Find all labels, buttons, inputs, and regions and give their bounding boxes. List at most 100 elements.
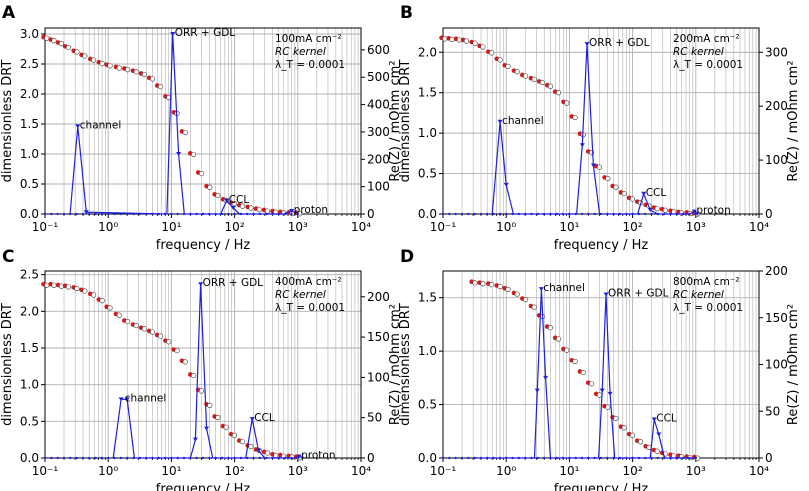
re-z-fit-point <box>82 53 88 59</box>
drt-baseline-point <box>107 212 110 216</box>
drt-point <box>590 163 596 168</box>
drt-baseline-point <box>233 456 236 460</box>
drt-baseline-point <box>208 212 211 216</box>
y-left-axis-label: dimensionless DRT <box>398 60 413 183</box>
x-tick-label: 10² <box>623 220 643 234</box>
re-z-fit-point <box>74 285 80 292</box>
drt-baseline-point <box>688 456 691 460</box>
drt-baseline-point <box>220 456 224 460</box>
re-z-fit-point <box>505 286 511 292</box>
drt-point <box>83 210 89 215</box>
peak-annotation: ORR + GDL <box>608 288 669 300</box>
drt-baseline-point <box>138 212 141 216</box>
drt-baseline-point <box>163 212 167 216</box>
drt-baseline-point <box>587 456 590 460</box>
drt-baseline-point <box>138 456 141 460</box>
y-left-tick-label: 1.0 <box>418 126 437 140</box>
y-right-tick-label: 0 <box>765 207 773 221</box>
x-tick-label: 10⁰ <box>98 220 118 234</box>
drt-point <box>651 417 657 422</box>
drt-baseline-point <box>479 212 483 216</box>
y-left-tick-label: 1.0 <box>418 344 437 358</box>
y-left-tick-label: 0.5 <box>418 167 437 181</box>
drt-baseline-point <box>144 456 148 460</box>
drt-baseline-point <box>296 456 299 460</box>
drt-baseline-point <box>523 212 527 216</box>
re-z-fit-point <box>531 76 537 82</box>
lambda-label: λ_T = 0.0001 <box>673 302 743 314</box>
y-right-axis-label: Re(Z) / mOhm cm² <box>388 60 403 181</box>
re-z-fit-point <box>531 304 537 310</box>
re-z-fit-point <box>613 415 619 421</box>
drt-baseline-point <box>290 212 293 216</box>
drt-baseline-point <box>663 212 666 216</box>
drt-baseline-point <box>246 456 249 460</box>
drt-baseline-point <box>517 212 521 216</box>
re-z-fit-point <box>182 129 188 136</box>
re-z-fit-point <box>231 201 238 207</box>
re-z-fit-point <box>133 323 139 329</box>
y-right-tick-label: 200 <box>367 152 390 166</box>
y-left-tick-label: 0.0 <box>20 207 39 221</box>
re-z-fit-point <box>264 208 271 214</box>
drt-point <box>607 391 613 396</box>
drt-baseline-point <box>523 456 527 460</box>
drt-point <box>230 206 236 210</box>
re-z-fit-point <box>564 100 570 106</box>
re-z-fit-point <box>523 73 529 79</box>
peak-annotation: CCL <box>656 413 677 425</box>
re-z-fit-point <box>174 347 180 354</box>
drt-point <box>249 417 255 422</box>
drt-baseline-point <box>176 456 179 460</box>
drt-baseline-point <box>239 212 243 216</box>
drt-point <box>75 124 81 129</box>
y-left-axis-label: dimensionless DRT <box>0 60 15 183</box>
re-z-fit-point <box>116 312 122 318</box>
y-left-tick-label: 0.0 <box>20 451 39 465</box>
drt-baseline-point <box>511 212 514 216</box>
drt-baseline-point <box>568 456 571 460</box>
drt-baseline-point <box>681 212 685 216</box>
re-z-fit-point <box>51 282 57 288</box>
drt-point <box>543 375 549 380</box>
drt-baseline-point <box>675 212 679 216</box>
drt-baseline-point <box>536 212 539 216</box>
re-z-fit-point <box>613 184 619 190</box>
y-left-tick-label: 2.5 <box>20 268 39 282</box>
re-z-fit-point <box>248 443 254 450</box>
drt-baseline-point <box>536 456 539 460</box>
kernel-label: RC kernel <box>673 289 724 301</box>
drt-point <box>497 119 503 124</box>
re-z-fit-point <box>264 450 271 456</box>
drt-point <box>204 426 210 431</box>
re-z-fit-point <box>44 35 50 41</box>
drt-baseline-point <box>214 212 217 216</box>
drt-baseline-point <box>283 212 287 216</box>
drt-baseline-point <box>549 212 552 216</box>
drt-baseline-point <box>599 456 603 460</box>
drt-baseline-point <box>69 456 72 460</box>
drt-baseline-point <box>170 212 173 216</box>
lambda-label: λ_T = 0.0001 <box>275 59 345 71</box>
drt-baseline-point <box>182 212 186 216</box>
drt-baseline-point <box>460 212 464 216</box>
re-z-fit-point <box>662 207 669 213</box>
drt-point <box>296 454 302 459</box>
re-z-fit-point <box>125 67 131 73</box>
panel-b: 10⁻¹ 10⁰ 10¹ 10² 10³ 10⁴ 0.0 0.5 1.0 1.5 2.0 0 100 20… <box>398 3 801 253</box>
y-left-tick-label: 2.0 <box>20 304 39 318</box>
drt-baseline-point <box>113 456 116 460</box>
re-z-fit-point <box>472 280 478 286</box>
drt-baseline-point <box>157 456 160 460</box>
re-z-fit-point <box>256 207 262 213</box>
y-right-tick-label: 0 <box>367 207 375 221</box>
drt-point <box>584 42 590 47</box>
re-z-fit-point <box>141 71 147 78</box>
y-right-tick-label: 50 <box>367 411 382 425</box>
current-density-label: 100mA cm⁻² <box>275 33 342 45</box>
x-axis-label: frequency / Hz <box>554 238 649 253</box>
drt-baseline-point <box>81 212 85 216</box>
drt-baseline-point <box>195 456 198 460</box>
drt-point <box>538 287 544 292</box>
